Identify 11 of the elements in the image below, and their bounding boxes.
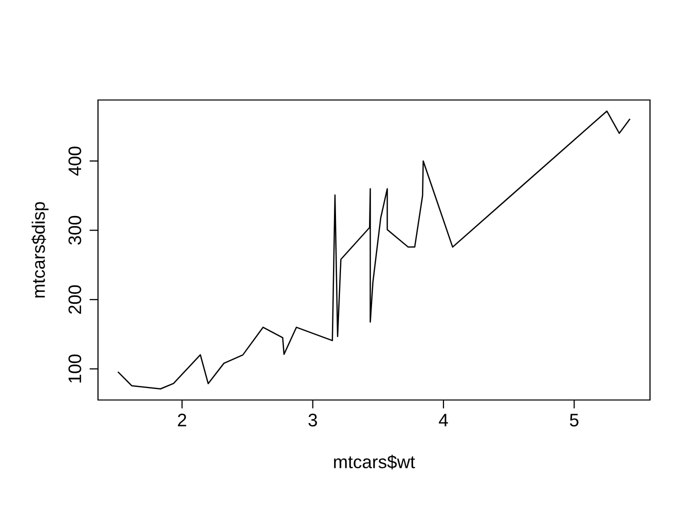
line-series bbox=[118, 110, 630, 390]
x-tick-label: 3 bbox=[308, 414, 317, 426]
x-axis-title: mtcars$wt bbox=[334, 454, 415, 470]
x-tick-label: 4 bbox=[438, 414, 448, 426]
y-tick-label: 100 bbox=[68, 354, 82, 383]
x-tick-label: 2 bbox=[178, 414, 186, 426]
y-tick-label: 200 bbox=[68, 285, 82, 314]
x-tick-label: 5 bbox=[570, 414, 578, 426]
y-tick-label: 400 bbox=[68, 146, 82, 176]
y-tick-label: 300 bbox=[68, 216, 82, 245]
y-axis-title: mtcars$disp bbox=[31, 202, 49, 298]
